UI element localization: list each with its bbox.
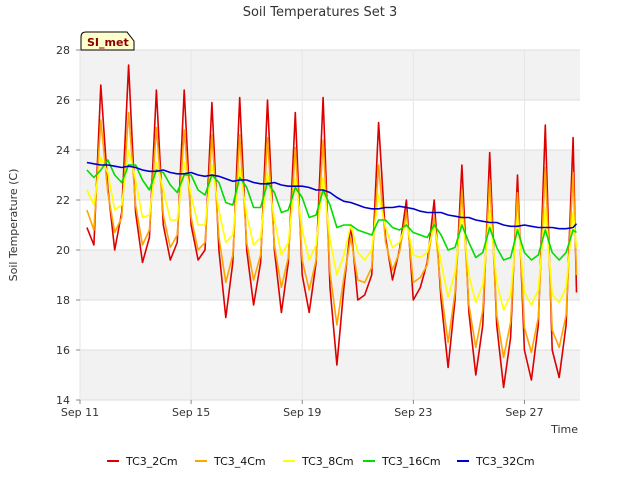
site-badge-label: SI_met (87, 36, 129, 49)
y-tick-label: 18 (56, 294, 70, 307)
legend-label-tc3_8cm: TC3_8Cm (301, 455, 354, 468)
series-lines (86, 64, 578, 389)
y-tick-label: 22 (56, 194, 70, 207)
y-tick-label: 16 (56, 344, 70, 357)
grid-band (80, 50, 580, 100)
y-tick-label: 26 (56, 94, 70, 107)
x-tick-label: Sep 19 (283, 406, 321, 419)
legend: TC3_2Cm TC3_4Cm TC3_8Cm TC3_16Cm TC3_32Cm (107, 455, 535, 468)
series-line-tc3_2cm (86, 64, 578, 389)
x-tick-label: Sep 27 (505, 406, 543, 419)
legend-label-tc3_2cm: TC3_2Cm (125, 455, 178, 468)
site-badge-box (80, 31, 135, 51)
legend-label-tc3_16cm: TC3_16Cm (381, 455, 441, 468)
site-badge: SI_met (80, 31, 135, 51)
y-axis-ticks: 14 16 18 20 22 24 26 28 (56, 44, 80, 407)
x-axis-ticks: Sep 11 Sep 15 Sep 19 Sep 23 Sep 27 (61, 400, 544, 419)
x-axis-label: Time (550, 423, 578, 436)
y-tick-label: 28 (56, 44, 70, 57)
series-line-tc3_16cm (86, 159, 577, 261)
y-tick-label: 24 (56, 144, 70, 157)
series-line-tc3_4cm (86, 111, 578, 359)
plot-background (80, 50, 580, 400)
y-tick-label: 14 (56, 394, 70, 407)
x-tick-label: Sep 23 (394, 406, 432, 419)
legend-label-tc3_32cm: TC3_32Cm (475, 455, 535, 468)
y-axis-label: Soil Temperature (C) (7, 169, 20, 282)
x-tick-label: Sep 15 (172, 406, 210, 419)
legend-label-tc3_4cm: TC3_4Cm (213, 455, 266, 468)
y-tick-label: 20 (56, 244, 70, 257)
chart-title: Soil Temperatures Set 3 (243, 5, 398, 20)
series-line-tc3_8cm (86, 149, 578, 311)
grid-band (80, 350, 580, 400)
series-line-tc3_32cm (86, 161, 578, 230)
x-tick-label: Sep 11 (61, 406, 99, 419)
